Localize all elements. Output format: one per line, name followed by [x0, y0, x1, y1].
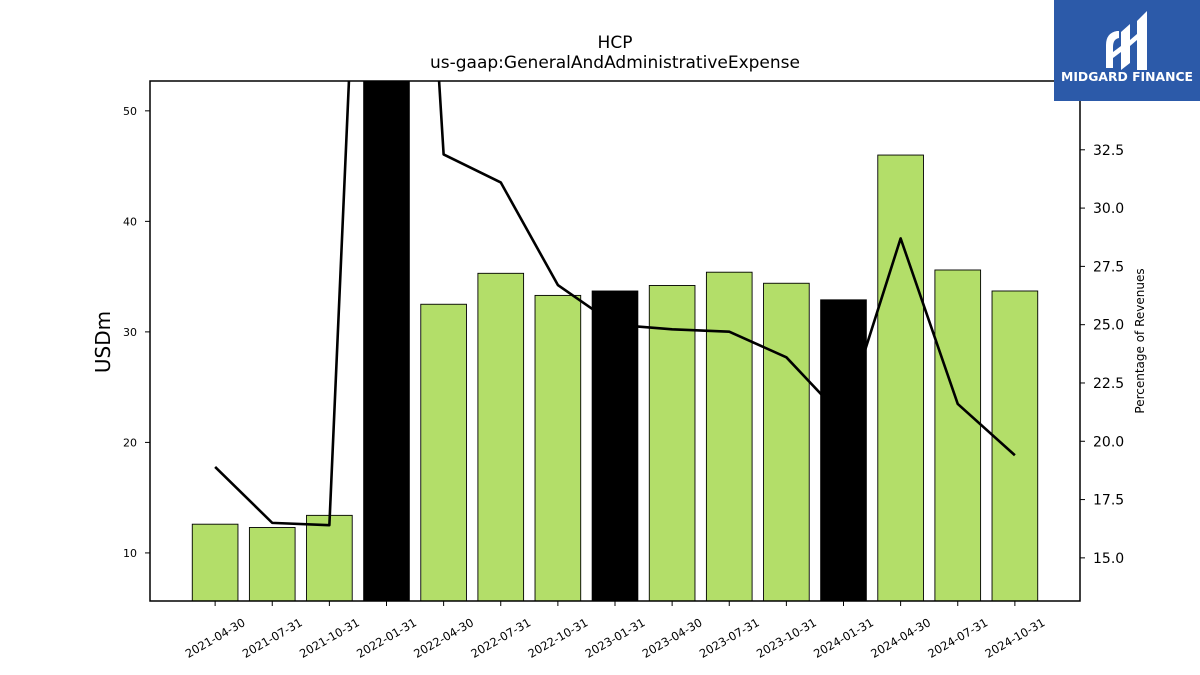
y-right-tick-label: 32.5: [1093, 143, 1124, 159]
y-axis-left: 10 20 30 40 50: [123, 105, 150, 560]
bar: [191, 523, 239, 601]
bar: [877, 154, 924, 601]
y-right-tick-label: 25.0: [1093, 318, 1124, 334]
midgard-finance-logo-icon: [1106, 11, 1147, 70]
bar: [363, 81, 410, 601]
bar: [534, 294, 582, 601]
y-right-tick-label: 15.0: [1093, 551, 1124, 567]
y-tick-label: 30: [123, 326, 137, 339]
bar: [248, 527, 296, 601]
y-axis-right: 15.0 17.5 20.0 22.5 25.0 27.5 30.0 32.5: [1080, 143, 1124, 567]
bar: [820, 299, 867, 601]
bar: [934, 269, 982, 601]
y-right-tick-label: 30.0: [1093, 201, 1124, 217]
bar: [591, 290, 639, 601]
logo: MIDGARD FINANCE: [1054, 0, 1200, 101]
y-right-tick-label: 22.5: [1093, 376, 1124, 392]
y-tick-label: 20: [123, 436, 137, 449]
y-tick-label: 40: [123, 215, 137, 228]
y-right-tick-label: 27.5: [1093, 259, 1124, 275]
y-right-tick-label: 17.5: [1093, 493, 1124, 509]
bar: [705, 271, 753, 601]
y-axis-label-right: Percentage of Revenues: [1133, 268, 1147, 413]
line-group: [214, 81, 1016, 527]
bar: [648, 285, 696, 601]
logo-text: MIDGARD FINANCE: [1061, 69, 1193, 84]
bars-group: [191, 81, 1039, 601]
y-right-tick-label: 20.0: [1093, 434, 1124, 450]
bar: [477, 272, 525, 601]
series-line: [214, 81, 1016, 527]
y-tick-label: 50: [123, 105, 137, 118]
bar: [420, 303, 467, 601]
y-axis-label: USDm: [91, 311, 115, 373]
bar: [991, 290, 1039, 601]
bar: [306, 514, 353, 601]
y-tick-label: 10: [123, 547, 137, 560]
chart-subtitle: us-gaap:GeneralAndAdministrativeExpense: [430, 53, 800, 73]
bar: [763, 282, 810, 601]
chart-title: HCP: [598, 33, 633, 53]
